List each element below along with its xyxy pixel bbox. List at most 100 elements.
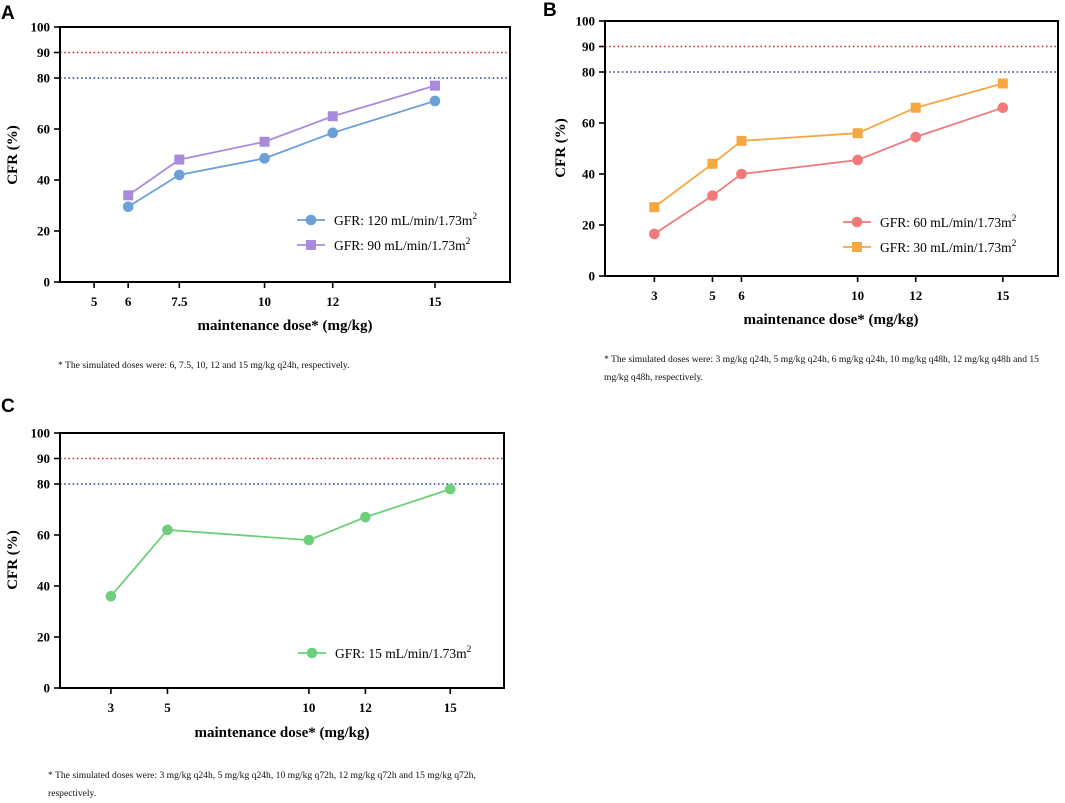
data-point <box>123 190 134 201</box>
data-point <box>649 228 660 240</box>
data-point <box>910 131 922 143</box>
data-point <box>852 128 863 139</box>
data-point <box>122 201 134 213</box>
legend-entry-1: GFR: 90 mL/min/1.73m2 <box>334 237 471 253</box>
y-tick-label: 60 <box>582 116 595 131</box>
data-point <box>649 202 660 213</box>
data-point <box>707 158 718 169</box>
legend-marker <box>852 242 862 252</box>
y-tick-label: 20 <box>37 224 50 239</box>
legend-a: GFR: 120 mL/min/1.73m2 GFR: 90 mL/min/1.7… <box>297 212 477 253</box>
legend-entry-0: GFR: 60 mL/min/1.73m2 <box>880 214 1017 230</box>
x-axis-title-a: maintenance dose* (mg/kg) <box>198 318 373 334</box>
panel-label-b: B <box>543 0 557 21</box>
x-tick-label: 7.5 <box>171 294 188 309</box>
x-tick-label: 10 <box>851 288 864 303</box>
y-tick-label: 80 <box>37 477 50 492</box>
series-b-1 <box>649 78 1008 213</box>
data-point <box>910 102 921 113</box>
series-line <box>653 106 1004 235</box>
y-tick-label: 100 <box>31 20 51 35</box>
data-point <box>303 534 315 546</box>
y-tick-label: 90 <box>37 45 50 60</box>
y-axis-title-a: CFR (%) <box>5 125 21 185</box>
footnote-b: * The simulated doses were: 3 mg/kg q24h… <box>604 354 1039 383</box>
series-line <box>653 82 1004 208</box>
chart-a: A 0 20 40 60 80 90 100 5 6 7.5 10 12 15 maintenance do… <box>1 3 511 334</box>
series-line <box>110 488 451 597</box>
footnote-c: * The simulated doses were: 3 mg/kg q24h… <box>48 770 476 799</box>
chart-b: B 0 20 40 60 80 90 100 3 5 6 10 12 15 maintenance dose… <box>543 0 1059 328</box>
data-point <box>259 153 270 164</box>
chart-c: C 0 20 40 60 80 90 100 3 5 10 12 15 maintenance dose*… <box>1 396 505 741</box>
y-tick-label: 20 <box>37 630 50 645</box>
data-point <box>997 78 1008 89</box>
y-tick-label: 80 <box>37 71 50 86</box>
legend-entry-0: GFR: 120 mL/min/1.73m2 <box>334 212 477 228</box>
data-point <box>174 154 185 165</box>
data-point <box>327 127 339 139</box>
x-tick-label: 15 <box>444 700 458 715</box>
data-point <box>444 483 456 495</box>
y-tick-label: 90 <box>582 39 595 54</box>
y-tick-label: 40 <box>37 173 50 188</box>
y-tick-label: 90 <box>37 451 50 466</box>
y-tick-label: 0 <box>44 275 51 290</box>
y-tick-label: 60 <box>37 122 50 137</box>
y-axis-title-b: CFR (%) <box>553 118 569 178</box>
data-point <box>707 190 718 201</box>
y-tick-label: 0 <box>589 269 596 284</box>
legend-marker <box>306 240 316 250</box>
series-a-1 <box>123 80 440 201</box>
data-point <box>174 169 185 181</box>
legend-marker <box>851 216 863 228</box>
x-tick-label: 15 <box>996 288 1010 303</box>
legend-marker <box>306 647 318 659</box>
footnote-a: * The simulated doses were: 6, 7.5, 10, … <box>58 360 350 371</box>
plot-frame-a <box>59 26 511 283</box>
series-a-0 <box>122 95 441 213</box>
legend-c: GFR: 15 mL/min/1.73m2 <box>298 645 472 661</box>
x-tick-label: 5 <box>91 294 98 309</box>
data-point <box>327 111 338 122</box>
data-point <box>429 95 441 107</box>
series-c-0 <box>105 483 456 602</box>
x-tick-label: 10 <box>258 294 271 309</box>
x-tick-label: 3 <box>108 700 115 715</box>
y-tick-label: 20 <box>582 218 595 233</box>
x-tick-label: 5 <box>164 700 171 715</box>
y-axis-title-c: CFR (%) <box>5 530 21 590</box>
legend-marker <box>305 214 317 226</box>
x-tick-label: 3 <box>651 288 658 303</box>
data-point <box>736 168 747 180</box>
data-point <box>997 102 1009 113</box>
data-point <box>105 590 117 602</box>
y-tick-label: 40 <box>582 167 595 182</box>
legend-entry-1: GFR: 30 mL/min/1.73m2 <box>880 239 1017 255</box>
panel-label-a: A <box>1 3 15 24</box>
legend-entry-0: GFR: 15 mL/min/1.73m2 <box>335 645 472 661</box>
x-tick-label: 15 <box>429 294 443 309</box>
x-tick-label: 12 <box>359 700 372 715</box>
plot-frame-b <box>604 20 1059 277</box>
series-line <box>127 100 436 208</box>
y-tick-label: 100 <box>576 14 596 29</box>
x-tick-label: 12 <box>909 288 922 303</box>
legend-b: GFR: 60 mL/min/1.73m2 GFR: 30 mL/min/1.73… <box>843 214 1017 255</box>
series-b-0 <box>649 102 1009 240</box>
plot-frame-c <box>59 432 505 689</box>
x-tick-label: 6 <box>738 288 745 303</box>
data-point <box>259 136 270 147</box>
y-tick-label: 80 <box>582 65 595 80</box>
data-point <box>360 511 371 523</box>
data-point <box>736 135 747 146</box>
data-point <box>852 154 863 166</box>
y-tick-label: 60 <box>37 528 50 543</box>
x-axis-title-c: maintenance dose* (mg/kg) <box>195 725 370 741</box>
x-axis-title-b: maintenance dose* (mg/kg) <box>744 312 919 328</box>
panel-label-c: C <box>1 396 15 417</box>
data-point <box>162 524 173 536</box>
y-tick-label: 40 <box>37 579 50 594</box>
data-point <box>430 80 440 91</box>
